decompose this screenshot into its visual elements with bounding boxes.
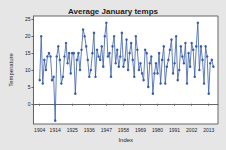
svg-text:2013: 2013 (203, 127, 214, 133)
svg-text:1947: 1947 (101, 127, 112, 133)
svg-text:1969: 1969 (135, 127, 146, 133)
svg-text:1936: 1936 (84, 127, 95, 133)
svg-text:2002: 2002 (186, 127, 197, 133)
svg-text:5: 5 (28, 84, 31, 90)
svg-text:Average January temps: Average January temps (68, 7, 159, 16)
svg-text:1991: 1991 (169, 127, 180, 133)
svg-text:1914: 1914 (50, 127, 61, 133)
svg-text:20: 20 (25, 33, 31, 39)
svg-text:10: 10 (25, 67, 31, 73)
svg-text:1904: 1904 (34, 127, 45, 133)
svg-text:Index: Index (118, 137, 133, 143)
svg-text:1958: 1958 (118, 127, 129, 133)
svg-text:0: 0 (28, 101, 31, 107)
svg-text:1980: 1980 (152, 127, 163, 133)
svg-text:1925: 1925 (67, 127, 78, 133)
svg-text:15: 15 (25, 50, 31, 56)
svg-text:Temperature: Temperature (8, 52, 14, 86)
svg-text:25: 25 (25, 16, 31, 22)
